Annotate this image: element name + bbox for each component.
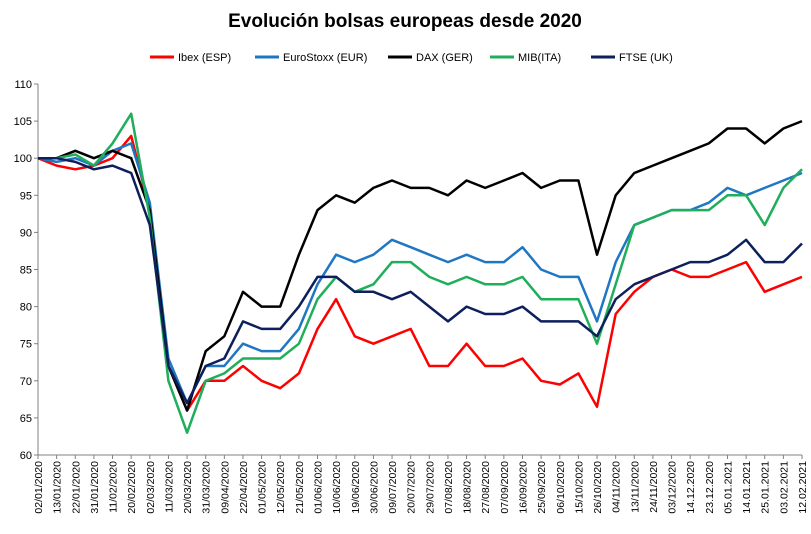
x-tick-label: 07/09/2020	[499, 461, 511, 514]
x-tick-label: 07/08/2020	[443, 461, 455, 514]
y-tick-label: 85	[20, 265, 32, 277]
x-tick-label: 30/06/2020	[368, 461, 380, 514]
x-tick-label: 13/11/2020	[629, 461, 641, 513]
x-tick-label: 26/10/2020	[592, 461, 604, 514]
x-tick-label: 16/09/2020	[517, 461, 529, 514]
legend-label-4: FTSE (UK)	[619, 52, 673, 64]
x-tick-label: 22/04/2020	[238, 461, 250, 514]
x-tick-label: 01/06/2020	[313, 461, 325, 514]
chart-title: Evolución bolsas europeas desde 2020	[228, 11, 582, 32]
x-tick-label: 05.01.2021	[722, 461, 734, 514]
y-axis: 60 65 70 75 80 85 90 95 100 105 110	[14, 79, 38, 462]
x-tick-label: 03/12/2020	[667, 461, 679, 514]
x-tick-label: 21/05/2020	[294, 461, 306, 514]
x-tick-label: 12/05/2020	[275, 461, 287, 514]
legend: Ibex (ESP) EuroStoxx (EUR) DAX (GER) MIB(IT…	[150, 52, 673, 64]
series-line-2	[38, 119, 803, 412]
x-tick-label: 14.12.2020	[685, 461, 697, 514]
x-tick-label: 25.01.2021	[760, 461, 772, 514]
x-tick-label: 06/10/2020	[555, 461, 567, 514]
x-tick-label: 18/08/2020	[462, 461, 474, 514]
x-tick-label: 23.12.2020	[704, 461, 716, 514]
x-tick-label: 24/11/2020	[648, 461, 660, 513]
x-tick-label: 09/04/2020	[219, 461, 231, 514]
x-tick-label: 14.01.2021	[741, 461, 753, 514]
legend-label-0: Ibex (ESP)	[178, 52, 231, 64]
y-tick-label: 105	[14, 116, 32, 128]
x-tick-label: 29/07/2020	[424, 461, 436, 514]
x-tick-label: 11/03/2020	[163, 461, 175, 513]
x-tick-label: 15/10/2020	[573, 461, 585, 514]
x-tick-label: 20/07/2020	[406, 461, 418, 514]
x-tick-label: 03.02.2021	[778, 461, 790, 514]
x-tick-label: 31/03/2020	[201, 461, 213, 514]
x-tick-label: 31/01/2020	[89, 461, 101, 514]
x-tick-label: 02/03/2020	[145, 461, 157, 514]
x-tick-label: 01/05/2020	[257, 461, 269, 514]
y-tick-label: 65	[20, 413, 32, 425]
x-tick-label: 22/01/2020	[70, 461, 82, 514]
x-axis: 02/01/2020 13/01/2020 22/01/2020 31/01/2020…	[33, 455, 809, 514]
x-tick-label: 09/07/2020	[387, 461, 399, 514]
y-tick-label: 110	[14, 79, 32, 91]
x-tick-label: 04/11/2020	[611, 461, 623, 513]
x-tick-label: 19/06/2020	[350, 461, 362, 514]
x-tick-label: 10/06/2020	[331, 461, 343, 514]
x-tick-label: 12.02.2021	[797, 461, 809, 514]
y-tick-label: 60	[20, 450, 32, 462]
y-tick-label: 100	[14, 153, 32, 165]
y-tick-label: 95	[20, 190, 32, 202]
x-tick-label: 11/02/2020	[108, 461, 120, 513]
x-tick-label: 20/03/2020	[182, 461, 194, 514]
y-tick-label: 75	[20, 339, 32, 351]
y-tick-label: 70	[20, 376, 32, 388]
plot-area	[37, 112, 803, 434]
series-line-4	[38, 156, 803, 405]
x-tick-label: 02/01/2020	[33, 461, 45, 514]
x-tick-label: 27/08/2020	[480, 461, 492, 514]
y-tick-label: 80	[20, 302, 32, 314]
x-tick-label: 13/01/2020	[52, 461, 64, 514]
x-tick-label: 25/09/2020	[536, 461, 548, 514]
series-line-0	[37, 134, 803, 412]
series-line-3	[38, 112, 803, 434]
x-tick-label: 20/02/2020	[126, 461, 138, 514]
legend-label-2: DAX (GER)	[416, 52, 473, 64]
legend-label-1: EuroStoxx (EUR)	[283, 52, 367, 64]
legend-label-3: MIB(ITA)	[518, 52, 561, 64]
series-line-1	[37, 142, 803, 405]
y-tick-label: 90	[20, 227, 32, 239]
